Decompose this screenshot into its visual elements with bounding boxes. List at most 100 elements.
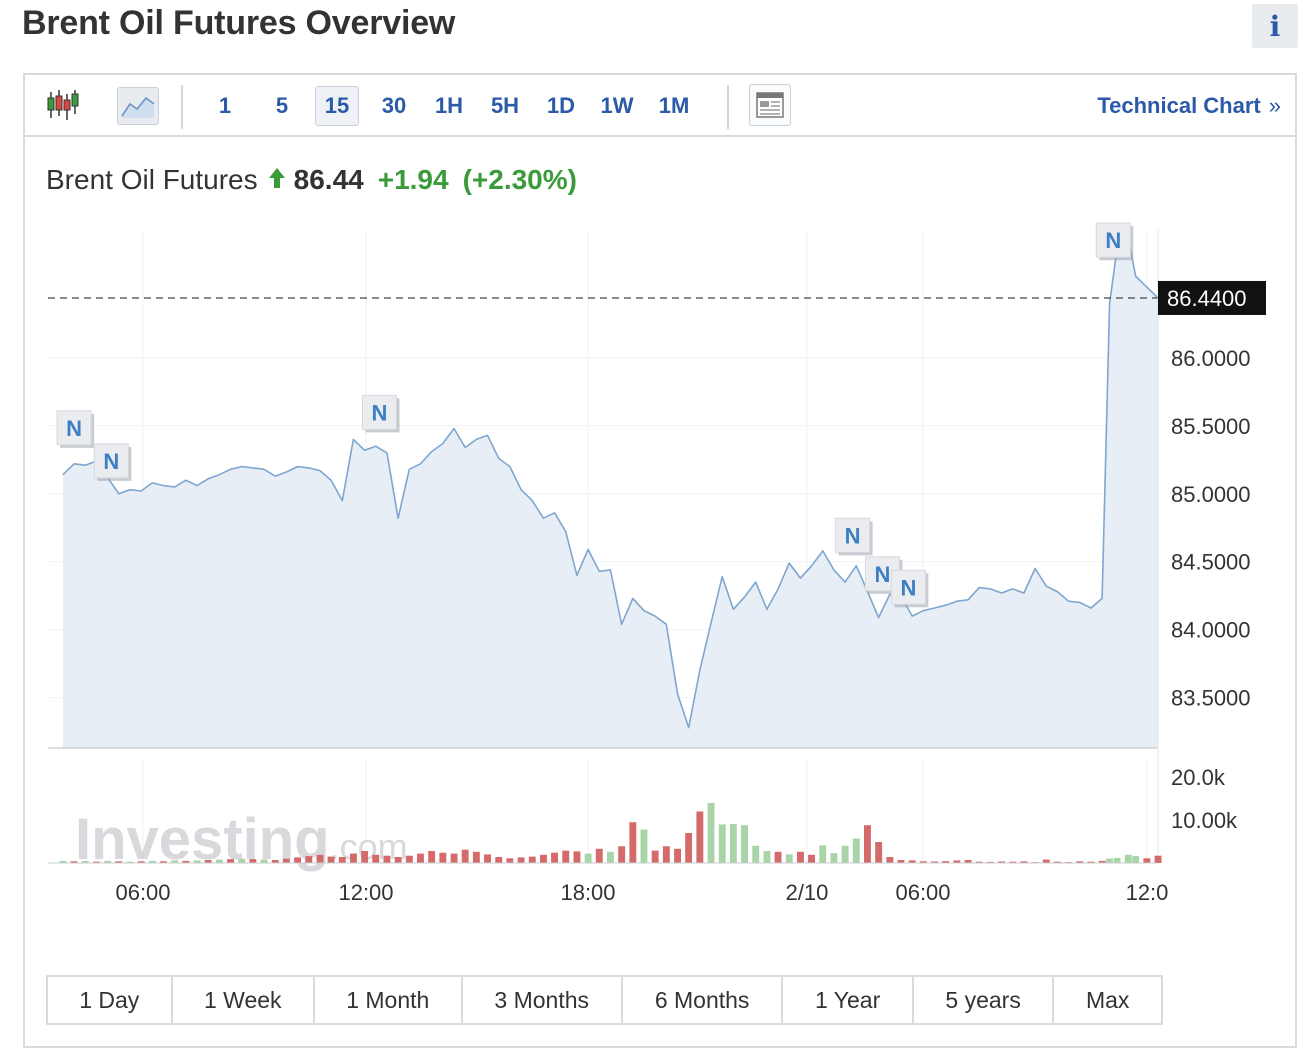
volume-bar [797, 851, 804, 863]
current-price-badge: 86.4400 [1158, 280, 1266, 315]
volume-bar [1098, 860, 1106, 863]
interval-1w[interactable]: 1W [600, 93, 634, 118]
y-tick-label: 83.5000 [1171, 686, 1251, 711]
range-max[interactable]: Max [1085, 986, 1130, 1013]
volume-bar [472, 851, 480, 863]
volume-bar [919, 861, 927, 863]
volume-bar [830, 853, 838, 863]
volume-bar [1076, 861, 1084, 863]
volume-bar [707, 802, 715, 863]
interval-15[interactable]: 15 [315, 86, 359, 126]
volume-bar [718, 824, 726, 863]
volume-bar [361, 851, 369, 863]
volume-bar [148, 860, 156, 863]
volume-bar [528, 856, 536, 863]
volume-bar [182, 860, 190, 863]
volume-bar [316, 854, 324, 863]
toolbar-divider [181, 85, 183, 129]
range-1-year[interactable]: 1 Year [783, 977, 914, 1023]
line-chart-icon[interactable] [117, 87, 159, 125]
volume-bar [852, 838, 860, 863]
price-chart[interactable]: Investing.com86.000085.500085.000084.500… [25, 75, 1295, 965]
chart-widget: 1 5 15 30 1H 5H 1D 1W 1M Technical Chart… [23, 73, 1297, 1048]
range-3-months[interactable]: 3 Months [463, 977, 623, 1023]
news-marker[interactable]: N [93, 443, 132, 481]
volume-bar [238, 858, 246, 863]
volume-bar [841, 845, 849, 863]
y-tick-label: 85.0000 [1171, 482, 1251, 507]
volume-bar [327, 856, 335, 863]
volume-bar [551, 852, 558, 863]
volume-bar [350, 853, 357, 863]
volume-bar [618, 846, 626, 863]
range-5-years[interactable]: 5 years [914, 977, 1055, 1023]
volume-bar [1143, 858, 1151, 863]
volume-bar [629, 822, 637, 863]
interval-5[interactable]: 5 [275, 93, 289, 118]
interval-1h[interactable]: 1H [434, 93, 464, 118]
current-price-label: 86.4400 [1167, 286, 1247, 311]
news-marker-label: N [372, 400, 388, 425]
interval-1d[interactable]: 1D [546, 93, 576, 118]
quote-header: Brent Oil Futures 86.44 +1.94 (+2.30%) [46, 160, 577, 200]
interval-1[interactable]: 1 [218, 93, 232, 118]
y-tick-label: 85.5000 [1171, 414, 1251, 439]
volume-bar [93, 861, 100, 863]
volume-bar [1087, 861, 1095, 863]
volume-bar [282, 858, 290, 863]
range-1-month[interactable]: 1 Month [315, 977, 463, 1023]
time-range-bar: 1 Day 1 Week 1 Month 3 Months 6 Months 1… [46, 975, 1163, 1025]
volume-bar [696, 811, 704, 863]
price-change-percent: (+2.30%) [462, 164, 577, 195]
news-marker-label: N [874, 562, 890, 587]
news-marker[interactable]: N [56, 410, 95, 448]
volume-bar [595, 848, 603, 863]
volume-bar [674, 848, 681, 863]
volume-bar [428, 851, 436, 863]
volume-bar [819, 845, 827, 863]
volume-bar [81, 860, 89, 863]
volume-bar [439, 852, 447, 863]
layout-icon[interactable] [749, 84, 791, 126]
volume-bar [808, 854, 815, 863]
x-tick-label: 12:00 [338, 880, 393, 905]
volume-bar [1124, 854, 1132, 863]
technical-chart-label: Technical Chart [1097, 93, 1261, 118]
news-marker[interactable]: N [890, 569, 929, 608]
y-tick-label: 84.0000 [1171, 618, 1251, 643]
range-6-months[interactable]: 6 Months [623, 977, 784, 1023]
last-price: 86.44 [293, 164, 364, 195]
volume-bar [573, 851, 581, 863]
volume-bar [70, 861, 78, 863]
news-marker[interactable]: N [1095, 222, 1134, 261]
chart-toolbar: 1 5 15 30 1H 5H 1D 1W 1M Technical Chart… [25, 75, 1295, 137]
volume-bar [741, 825, 748, 863]
news-marker[interactable]: N [835, 517, 873, 556]
interval-30[interactable]: 30 [381, 93, 407, 118]
candlestick-icon[interactable] [41, 85, 85, 125]
range-1-day[interactable]: 1 Day [48, 977, 173, 1023]
interval-5h[interactable]: 5H [490, 93, 520, 118]
news-marker-label: N [1105, 228, 1121, 253]
technical-chart-link[interactable]: Technical Chart » [1097, 86, 1281, 126]
volume-bar [897, 860, 905, 863]
volume-bar [685, 833, 693, 863]
volume-bar [864, 825, 871, 863]
info-button[interactable]: i [1252, 4, 1298, 48]
range-1-week[interactable]: 1 Week [173, 977, 316, 1023]
volume-bar [875, 842, 883, 863]
news-marker[interactable]: N [362, 394, 400, 433]
news-marker-box [93, 443, 129, 479]
volume-bar [975, 861, 983, 863]
volume-bar [383, 855, 391, 863]
volume-bar [774, 851, 782, 863]
volume-bar [908, 860, 916, 863]
interval-1m[interactable]: 1M [658, 93, 690, 118]
volume-bar [662, 846, 670, 863]
news-marker-label: N [845, 523, 861, 548]
volume-bar [59, 860, 67, 863]
news-marker-box [362, 394, 397, 430]
volume-bar [171, 860, 179, 863]
volume-bar [1042, 859, 1050, 863]
volume-bar [126, 861, 134, 863]
